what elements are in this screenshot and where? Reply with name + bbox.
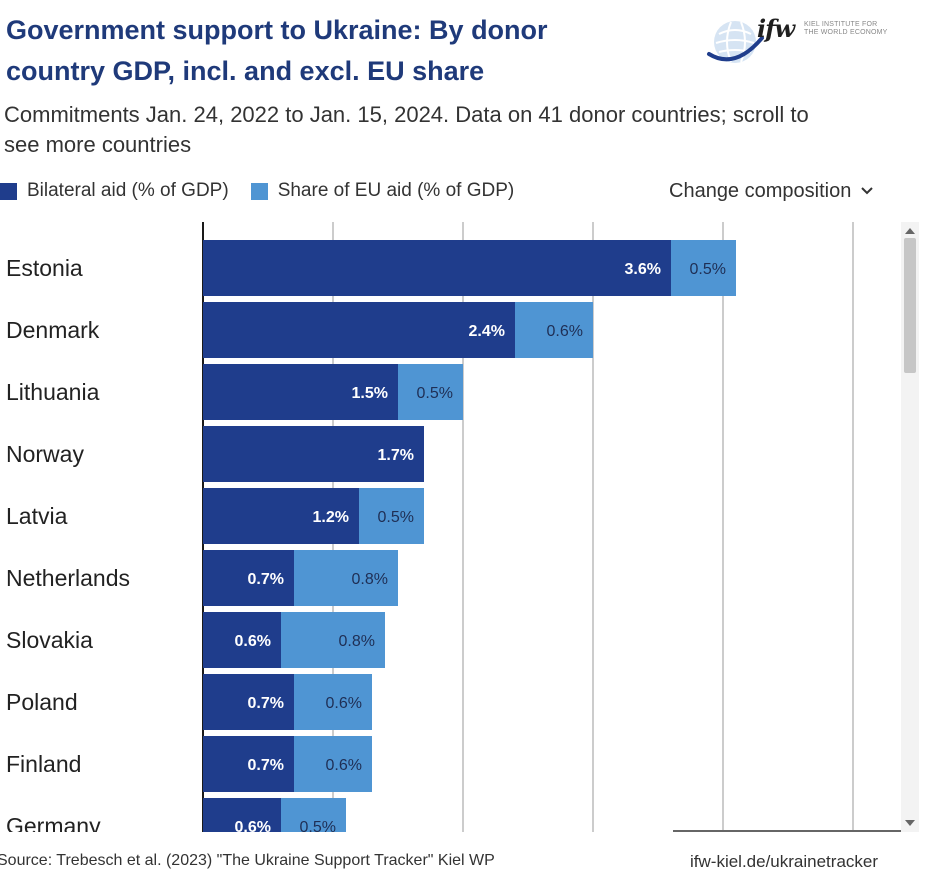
scroll-up-arrow-icon[interactable]: [905, 228, 915, 234]
bar-bilateral-latvia: [203, 488, 359, 544]
bar-bilateral-estonia: [203, 240, 671, 296]
data-label-bilateral-norway: 1.7%: [378, 447, 414, 464]
category-label-norway: Norway: [6, 441, 84, 467]
bar-eu-poland: [294, 674, 372, 730]
bar-eu-denmark: [515, 302, 593, 358]
title-line-1: Government support to Ukraine: By donor: [6, 15, 548, 45]
data-label-eu-denmark: 0.6%: [547, 323, 583, 340]
bar-eu-estonia: [671, 240, 736, 296]
globe-icon: [707, 21, 764, 63]
data-label-bilateral-estonia: 3.6%: [625, 261, 661, 278]
bar-chart: Estonia 3.6% 0.5% Denmark 2.4% 0.6% Lithuania 1…: [6, 222, 854, 832]
subtitle-line-1: Commitments Jan. 24, 2022 to Jan. 15, 20…: [4, 102, 809, 127]
subtitle-line-2: see more countries: [4, 132, 192, 157]
data-label-bilateral-germany: 0.6%: [235, 819, 271, 832]
category-label-poland: Poland: [6, 689, 78, 715]
source-note: Source: Trebesch et al. (2023) "The Ukra…: [0, 852, 495, 869]
bar-bilateral-slovakia: [203, 612, 281, 668]
category-label-finland: Finland: [6, 751, 81, 777]
bar-bilateral-germany: [203, 798, 281, 832]
legend-item-bilateral: Bilateral aid (% of GDP): [0, 180, 229, 202]
x-axis-line: [673, 830, 901, 832]
chevron-down-icon: [861, 187, 874, 195]
bar-eu-slovakia: [281, 612, 385, 668]
bar-bilateral-finland: [203, 736, 294, 792]
change-composition-dropdown[interactable]: Change composition: [669, 176, 874, 206]
bar-bilateral-netherlands: [203, 550, 294, 606]
category-label-estonia: Estonia: [6, 255, 83, 281]
data-label-bilateral-slovakia: 0.6%: [235, 633, 271, 650]
institute-line-1: KIEL INSTITUTE FOR: [804, 21, 878, 28]
legend-label-bilateral: Bilateral aid (% of GDP): [27, 180, 229, 201]
bar-bilateral-denmark: [203, 302, 515, 358]
chart-title: Government support to Ukraine: By donor …: [6, 10, 656, 92]
chart-legend: Bilateral aid (% of GDP) Share of EU aid…: [0, 176, 536, 206]
data-label-eu-latvia: 0.5%: [378, 509, 414, 526]
data-label-eu-germany: 0.5%: [300, 819, 336, 832]
legend-swatch-bilateral: [0, 182, 17, 200]
bar-eu-finland: [294, 736, 372, 792]
data-label-eu-slovakia: 0.8%: [339, 633, 375, 650]
data-label-bilateral-finland: 0.7%: [248, 757, 284, 774]
bar-bilateral-poland: [203, 674, 294, 730]
data-label-bilateral-netherlands: 0.7%: [248, 571, 284, 588]
scrollbar-thumb[interactable]: [904, 238, 916, 373]
legend-item-eu: Share of EU aid (% of GDP): [250, 180, 515, 202]
data-label-bilateral-latvia: 1.2%: [313, 509, 349, 526]
ifw-logo: ifw KIEL INSTITUTE FOR THE WORLD ECONOMY: [705, 12, 915, 72]
source-link[interactable]: ifw-kiel.de/ukrainetracker: [690, 852, 879, 871]
data-label-bilateral-denmark: 2.4%: [469, 323, 505, 340]
scroll-down-arrow-icon[interactable]: [905, 820, 915, 826]
title-line-2: country GDP, incl. and excl. EU share: [6, 56, 485, 86]
bar-bilateral-norway: [203, 426, 424, 482]
bar-bilateral-lithuania: [203, 364, 398, 420]
data-label-eu-poland: 0.6%: [326, 695, 362, 712]
chart-subtitle: Commitments Jan. 24, 2022 to Jan. 15, 20…: [4, 100, 914, 160]
category-label-denmark: Denmark: [6, 317, 100, 343]
category-label-germany: Germany: [6, 813, 101, 832]
chart-plot-area[interactable]: Estonia 3.6% 0.5% Denmark 2.4% 0.6% Lithuania 1…: [0, 222, 900, 832]
data-label-bilateral-poland: 0.7%: [248, 695, 284, 712]
data-label-eu-estonia: 0.5%: [690, 261, 726, 278]
change-composition-label: Change composition: [669, 179, 852, 202]
bar-eu-latvia: [359, 488, 424, 544]
data-label-eu-lithuania: 0.5%: [417, 385, 453, 402]
data-label-bilateral-lithuania: 1.5%: [352, 385, 388, 402]
category-label-slovakia: Slovakia: [6, 627, 93, 653]
legend-label-eu: Share of EU aid (% of GDP): [277, 180, 515, 201]
bar-eu-netherlands: [294, 550, 398, 606]
chart-scrollbar[interactable]: [901, 222, 919, 832]
category-label-netherlands: Netherlands: [6, 565, 130, 591]
institute-name: KIEL INSTITUTE FOR THE WORLD ECONOMY: [804, 21, 914, 37]
category-label-latvia: Latvia: [6, 503, 68, 529]
ifw-wordmark: ifw: [757, 14, 795, 43]
data-label-eu-finland: 0.6%: [326, 757, 362, 774]
data-label-eu-netherlands: 0.8%: [352, 571, 388, 588]
bar-eu-lithuania: [398, 364, 463, 420]
bar-eu-germany: [281, 798, 346, 832]
category-label-lithuania: Lithuania: [6, 379, 100, 405]
legend-swatch-eu: [250, 182, 268, 200]
institute-line-2: THE WORLD ECONOMY: [804, 29, 888, 36]
